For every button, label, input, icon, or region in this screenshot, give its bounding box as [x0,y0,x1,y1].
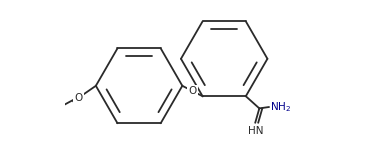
Text: HN: HN [247,126,263,136]
Text: NH$_2$: NH$_2$ [270,100,291,114]
Text: O: O [74,93,82,103]
Text: O: O [188,86,197,96]
